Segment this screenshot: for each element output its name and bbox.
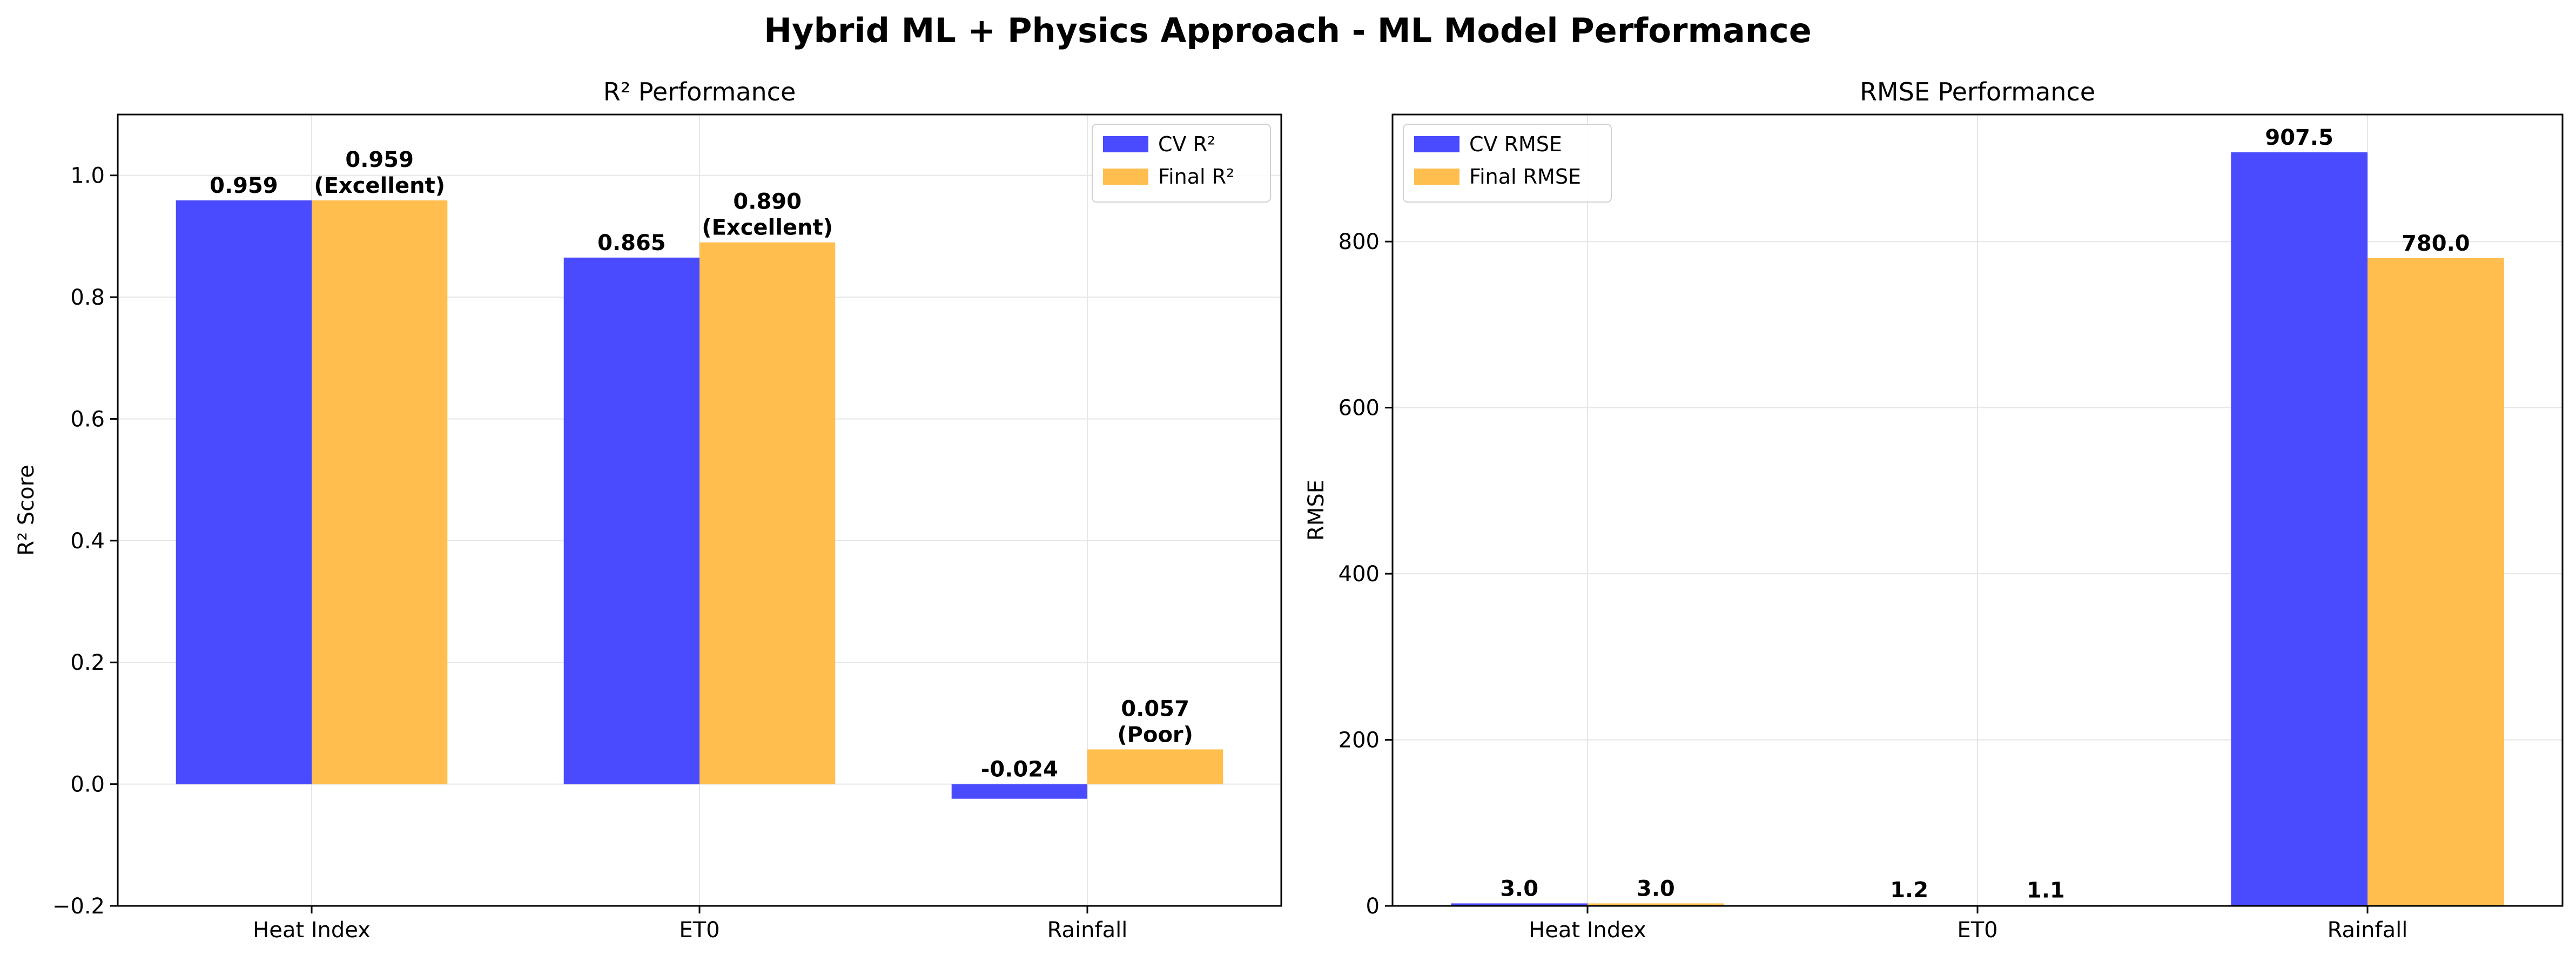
bar-r2-final-rainfall bbox=[1087, 749, 1223, 784]
x-tick-label: ET0 bbox=[679, 918, 719, 943]
y-tick-label: 0.2 bbox=[70, 650, 105, 675]
legend-label: Final R² bbox=[1158, 165, 1234, 189]
value-label: 3.0 bbox=[1637, 876, 1675, 901]
chart-r2-performance: 0.959 0.865 -0.024 0.959 (Excellent) 0.890 (Ex… bbox=[14, 77, 1282, 943]
x-tick-label: Rainfall bbox=[2328, 918, 2408, 943]
y-tick-label: 400 bbox=[1339, 562, 1380, 587]
value-label: -0.024 bbox=[981, 757, 1058, 782]
y-axis-label: RMSE bbox=[1304, 480, 1329, 541]
value-label: 0.890 (Excellent) bbox=[702, 190, 833, 240]
x-tick-label: Heat Index bbox=[1529, 918, 1646, 943]
legend-swatch bbox=[1103, 169, 1148, 185]
y-tick-label: 0.0 bbox=[70, 772, 105, 797]
y-tick-label: 0 bbox=[1366, 894, 1380, 919]
bar-rmse-cv-rainfall bbox=[2231, 152, 2368, 906]
legend: CV RMSE Final RMSE bbox=[1403, 124, 1612, 203]
y-tick-label: 600 bbox=[1339, 396, 1380, 421]
legend-label: CV RMSE bbox=[1469, 132, 1562, 156]
legend-swatch bbox=[1414, 136, 1459, 152]
bar-rmse-cv-heat-index bbox=[1451, 903, 1588, 906]
legend-swatch bbox=[1414, 169, 1459, 185]
value-label: 907.5 bbox=[2265, 125, 2333, 150]
bar-rmse-final-rainfall bbox=[2368, 258, 2504, 906]
bar-r2-cv-rainfall bbox=[951, 784, 1087, 799]
value-label: 1.2 bbox=[1890, 878, 1928, 903]
x-tick-label: Heat Index bbox=[253, 918, 371, 943]
chart-title: R² Performance bbox=[603, 77, 796, 106]
x-tick-label: Rainfall bbox=[1047, 918, 1128, 943]
figure-title: Hybrid ML + Physics Approach - ML Model … bbox=[764, 11, 1812, 50]
y-tick-label: −0.2 bbox=[52, 894, 105, 919]
value-label: 1.1 bbox=[2027, 878, 2065, 903]
legend-label: CV R² bbox=[1158, 132, 1215, 156]
x-tick-label: ET0 bbox=[1957, 918, 1997, 943]
legend-swatch bbox=[1103, 136, 1148, 152]
y-axis-label: R² Score bbox=[14, 465, 39, 556]
y-tick-label: 0.4 bbox=[70, 529, 105, 554]
chart-rmse-performance: 3.0 1.2 907.5 3.0 1.1 780.0 0 200 400 600 800 Heat … bbox=[1304, 77, 2564, 943]
value-label: 0.057 (Poor) bbox=[1117, 696, 1193, 747]
bar-r2-final-et0 bbox=[700, 242, 836, 784]
value-label: 0.959 bbox=[210, 173, 278, 198]
bar-r2-cv-heat-index bbox=[176, 200, 312, 784]
y-tick-label: 200 bbox=[1339, 728, 1380, 753]
bar-rmse-final-heat-index bbox=[1588, 903, 1724, 906]
bar-r2-final-heat-index bbox=[312, 200, 448, 784]
value-label: 0.865 bbox=[597, 231, 666, 256]
y-tick-label: 800 bbox=[1339, 230, 1380, 254]
y-tick-label: 0.6 bbox=[70, 407, 105, 432]
value-label: 0.959 (Excellent) bbox=[314, 147, 445, 198]
chart-title: RMSE Performance bbox=[1860, 77, 2095, 106]
value-label: 3.0 bbox=[1500, 876, 1538, 901]
legend-label: Final RMSE bbox=[1469, 165, 1581, 189]
legend: CV R² Final R² bbox=[1092, 124, 1271, 203]
bar-r2-cv-et0 bbox=[563, 257, 700, 784]
y-tick-label: 1.0 bbox=[70, 164, 105, 189]
value-label: 780.0 bbox=[2402, 231, 2470, 256]
y-tick-label: 0.8 bbox=[70, 285, 105, 310]
